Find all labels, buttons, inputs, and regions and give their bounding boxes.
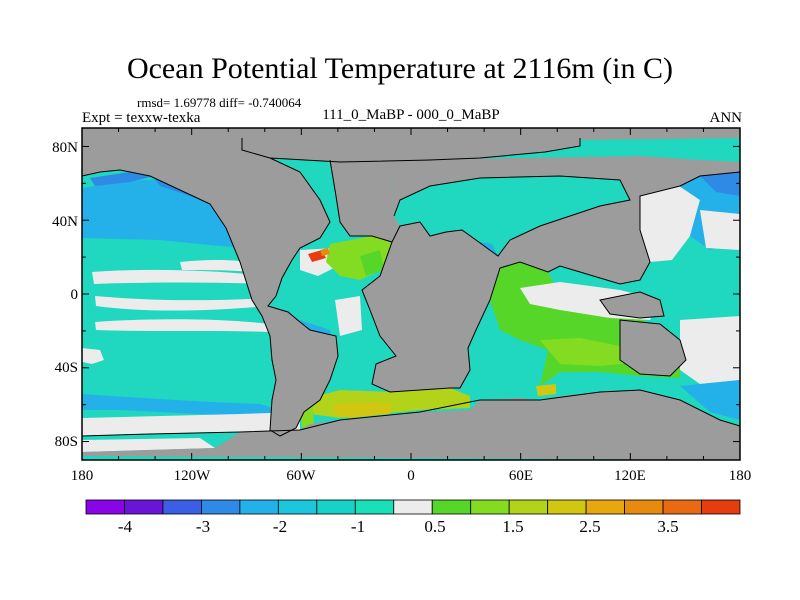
land-north-america [82, 128, 740, 162]
coast-arctic [241, 138, 581, 163]
colorbar-swatch [547, 499, 587, 515]
lon-label-60e: 60E [508, 468, 534, 484]
colorbar-swatch [393, 499, 433, 515]
land-eurasia-africa [362, 156, 740, 360]
northwest-pacific-neutral [640, 186, 700, 262]
colorbar-swatch [585, 499, 625, 515]
colorbar-swatch [201, 499, 241, 515]
indian-ocean-orange-dot [536, 384, 556, 396]
coast-africa [361, 171, 740, 393]
land-southeast-asia [600, 292, 664, 318]
northwest-pacific-deep [700, 172, 740, 196]
colorbar-label: 1.5 [502, 517, 524, 536]
colorbar-label: 3.5 [657, 517, 679, 536]
land-masses [82, 128, 740, 460]
colorbar-swatch [316, 499, 356, 515]
chart-title: Ocean Potential Temperature at 2116m (in… [126, 52, 674, 85]
colorbar-label: -1 [350, 517, 366, 536]
lon-label-180e: 180 [728, 468, 752, 484]
coast-australia [619, 319, 687, 377]
colorbar-label: -2 [272, 517, 288, 536]
coast-antarctica [82, 389, 740, 437]
colorbar-swatch [85, 499, 125, 515]
southeast-blue [680, 380, 740, 420]
atlantic-neutral-2 [335, 296, 362, 336]
northwest-pacific-neutral-2 [700, 210, 740, 250]
colorbar-label: 0.5 [424, 517, 446, 536]
coast-americas [82, 157, 339, 437]
south-atlantic-hot [334, 402, 392, 418]
tick-marks [81, 128, 741, 460]
colorbar-swatch [701, 499, 741, 515]
coastlines [82, 138, 740, 437]
colorbar-swatch [162, 499, 202, 515]
lat-label-0: 0 [70, 287, 79, 303]
atlantic-warm-patch-2 [360, 250, 384, 276]
colorbar-label: -3 [195, 517, 211, 536]
lat-label-40n: 40N [52, 214, 78, 230]
pacific-neutral-streak-3 [95, 319, 270, 332]
lon-label-120e: 120E [614, 468, 646, 484]
rmsd-diff-stats: rmsd= 1.69778 diff= -0.740064 [137, 95, 302, 110]
experiment-label: Expt = texxw-texka [82, 110, 201, 126]
colorbar-swatch [239, 499, 279, 515]
pacific-neutral-patch [82, 348, 104, 364]
atlantic-warm-dot [320, 248, 330, 256]
coast-eurasia [329, 159, 631, 257]
lat-label-40s: 40S [54, 360, 78, 376]
south-pacific-blue [82, 394, 280, 418]
southern-ocean-neutral-2 [82, 438, 215, 452]
land-antarctica [82, 390, 740, 460]
colorbar-swatch [508, 499, 549, 515]
colorbar-swatch [662, 499, 702, 515]
lat-label-80n: 80N [52, 140, 78, 156]
pacific-neutral-streak-1 [92, 269, 270, 284]
colorbar-swatch [431, 499, 472, 515]
lon-label-0: 0 [407, 468, 415, 484]
lon-label-60w: 60W [286, 468, 316, 484]
season-label: ANN [709, 110, 743, 126]
lat-label-80s: 80S [54, 434, 78, 450]
colorbar-swatch [124, 499, 164, 515]
southeast-neutral [680, 316, 740, 384]
land-americas [82, 138, 338, 436]
lon-label-180w: 180 [70, 468, 94, 484]
colorbar-swatch [277, 499, 318, 515]
colorbar [85, 499, 741, 515]
colorbar-swatch [470, 499, 510, 515]
coast-se-asia [599, 291, 665, 319]
pacific-neutral-streak-2 [95, 296, 268, 311]
southern-ocean-neutral [82, 412, 300, 436]
colorbar-swatch [624, 499, 664, 515]
land-australia [620, 320, 686, 376]
colorbar-swatch [354, 499, 395, 515]
north-pacific-northern-edge [90, 172, 155, 186]
land-south-africa [372, 348, 470, 392]
colorbar-label: 2.5 [579, 517, 601, 536]
colorbar-label: -4 [117, 517, 133, 536]
map-plot-area [82, 128, 740, 460]
indian-ocean-warm-inner [540, 338, 640, 366]
lon-label-120w: 120W [173, 468, 211, 484]
comparison-label: 111_0_MaBP - 000_0_MaBP [322, 107, 500, 123]
land-west-europe [330, 160, 400, 242]
